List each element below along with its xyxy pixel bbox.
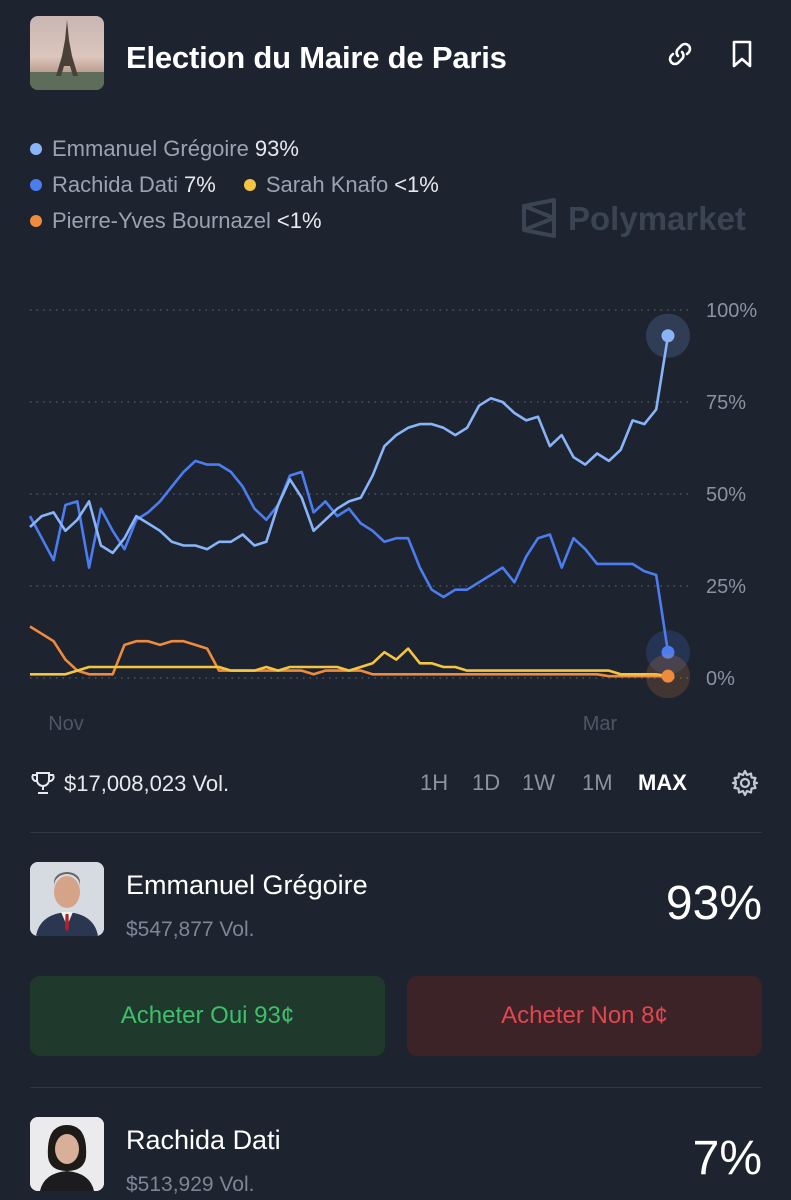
gear-icon[interactable] (730, 768, 760, 798)
y-tick-label: 75% (706, 392, 746, 414)
eiffel-tower-icon (30, 20, 104, 90)
chart-series (28, 335, 670, 678)
timeframe-1w[interactable]: 1W (522, 770, 555, 795)
legend-label: Sarah Knafo (265, 172, 389, 197)
candidate-row[interactable]: Rachida Dati $513,929 Vol. 7% (30, 1117, 762, 1197)
total-volume-value: $17,008,023 Vol. (64, 771, 230, 796)
candidate-volume: $547,877 Vol. (126, 918, 255, 941)
chart-legend: Emmanuel Grégoire 93% Rachida Dati 7% Sara… (30, 136, 770, 246)
legend-item: Pierre-Yves Bournazel <1% (30, 208, 322, 234)
endpoint-dot (661, 645, 675, 659)
series-line (28, 459, 670, 653)
trophy-icon (31, 772, 55, 794)
legend-dot-icon (30, 143, 42, 155)
page-title: Election du Maire de Paris (126, 40, 507, 75)
series-line (30, 647, 669, 678)
polymarket-logo-icon (522, 198, 556, 238)
market-header: Election du Maire de Paris (30, 16, 762, 90)
y-axis-labels: 100% 75% 50% 25% 0% (706, 300, 757, 690)
legend-item: Rachida Dati 7% (30, 172, 216, 198)
endpoint-dot (661, 329, 675, 343)
chart-grid (30, 309, 690, 679)
candidate-name: Emmanuel Grégoire (126, 870, 368, 900)
total-volume: $17,008,023 Vol. (30, 770, 229, 797)
candidate-row[interactable]: Emmanuel Grégoire $547,877 Vol. 93% (30, 862, 762, 942)
legend-label: Emmanuel Grégoire (52, 136, 249, 161)
market-thumbnail (30, 16, 104, 90)
legend-dot-icon (30, 215, 42, 227)
candidate-volume: $513,929 Vol. (126, 1173, 255, 1196)
legend-item: Sarah Knafo <1% (243, 172, 439, 198)
buy-yes-button[interactable]: Acheter Oui 93¢ (30, 976, 385, 1056)
candidate-portrait-icon (30, 862, 104, 936)
divider (30, 1087, 762, 1088)
x-tick-label: Mar (583, 713, 618, 735)
candidate-percent: 93% (665, 877, 762, 930)
watermark-text: Polymarket (568, 200, 746, 237)
candidate-portrait-icon (30, 1117, 104, 1191)
candidate-percent: 7% (692, 1132, 762, 1185)
x-tick-label: Nov (48, 713, 84, 735)
legend-item: Emmanuel Grégoire 93% (30, 136, 299, 162)
legend-row: Emmanuel Grégoire 93% (30, 136, 321, 168)
legend-row: Rachida Dati 7% Sarah Knafo <1% (30, 172, 461, 204)
price-chart[interactable]: 100% 75% 50% 25% 0% Nov Mar (0, 290, 791, 740)
legend-label: Pierre-Yves Bournazel (52, 208, 271, 233)
chart-endpoints (646, 313, 690, 699)
y-tick-label: 100% (706, 300, 757, 322)
series-line (29, 625, 668, 678)
y-tick-label: 25% (706, 576, 746, 598)
legend-value: <1% (276, 208, 322, 233)
candidate-name: Rachida Dati (126, 1125, 281, 1155)
timeframe-1m[interactable]: 1M (582, 770, 613, 795)
avatar (30, 1117, 104, 1191)
legend-dot-icon (243, 179, 256, 191)
legend-value: 7% (183, 172, 216, 197)
y-tick-label: 0% (706, 668, 735, 690)
bookmark-icon[interactable] (726, 38, 758, 70)
legend-value: <1% (394, 172, 439, 197)
timeframe-1d[interactable]: 1D (472, 770, 501, 795)
avatar (30, 862, 104, 936)
legend-value: 93% (254, 136, 299, 161)
endpoint-dot (661, 669, 675, 683)
legend-label: Rachida Dati (52, 172, 178, 197)
legend-row: Pierre-Yves Bournazel <1% (30, 208, 344, 240)
timeframe-1h[interactable]: 1H (420, 770, 449, 795)
divider (30, 832, 762, 833)
timeframe-max[interactable]: MAX (638, 770, 687, 795)
legend-dot-icon (30, 179, 42, 191)
x-axis-labels: Nov Mar (48, 713, 617, 735)
link-icon[interactable] (664, 38, 696, 70)
y-tick-label: 50% (706, 484, 746, 506)
series-line (29, 335, 670, 555)
buy-no-button[interactable]: Acheter Non 8¢ (407, 976, 762, 1056)
polymarket-watermark: Polymarket (520, 198, 746, 242)
stats-row: $17,008,023 Vol. 1H 1D 1W 1M MAX (30, 764, 762, 804)
